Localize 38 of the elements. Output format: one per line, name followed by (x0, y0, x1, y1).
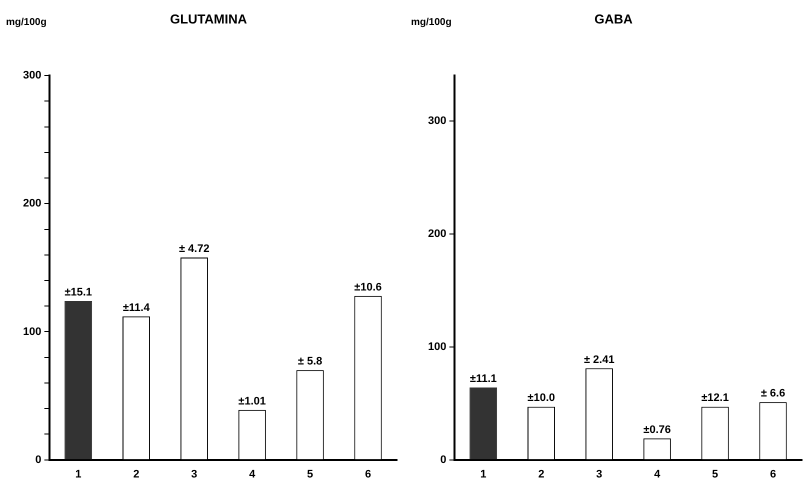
annotation: ± 5.8 (298, 356, 322, 368)
annotation: ±10.6 (354, 281, 382, 294)
annotation: ±12.1 (701, 392, 729, 404)
annotation: ± 2.41 (584, 354, 614, 366)
x-tick-label: 1 (480, 468, 486, 480)
y-tick-label: 200 (428, 228, 446, 240)
annotation: ± 6.6 (760, 388, 786, 400)
y-tick-label: 300 (22, 70, 42, 82)
y-tick-label: 200 (22, 198, 42, 210)
annotation: ±0.76 (643, 424, 671, 436)
y-tick-label: 100 (428, 340, 446, 353)
y-tick-label: 0 (35, 454, 42, 466)
x-tick-label: 3 (191, 468, 198, 480)
y-tick-label: 100 (22, 326, 42, 338)
x-tick-label: 1 (75, 468, 82, 480)
y-tick-label: 300 (428, 114, 446, 127)
x-tick-label: 5 (307, 468, 314, 480)
x-tick-label: 6 (364, 468, 372, 480)
annotation: ±10.0 (528, 392, 555, 404)
chart-title: GABA (594, 11, 634, 26)
y-axis-title: mg/100g (411, 16, 452, 28)
x-tick-label: 3 (596, 468, 602, 480)
annotation: ± 4.72 (178, 242, 210, 255)
annotation: ±11.1 (470, 373, 497, 386)
bar (470, 387, 498, 460)
y-tick-label: 0 (440, 454, 446, 466)
annotation: ±1.01 (238, 395, 266, 408)
annotation: ±11.4 (122, 302, 151, 314)
annotation: ±15.1 (64, 286, 92, 299)
x-tick-label: 2 (133, 468, 140, 480)
y-axis-title: mg/100g (6, 16, 47, 28)
x-tick-label: 2 (538, 468, 544, 480)
x-tick-label: 5 (712, 468, 718, 480)
x-tick-label: 6 (770, 468, 776, 480)
x-tick-label: 4 (249, 468, 256, 480)
chart-title: GLUTAMINA (170, 11, 248, 26)
x-tick-label: 4 (654, 468, 662, 480)
bar (64, 301, 92, 460)
